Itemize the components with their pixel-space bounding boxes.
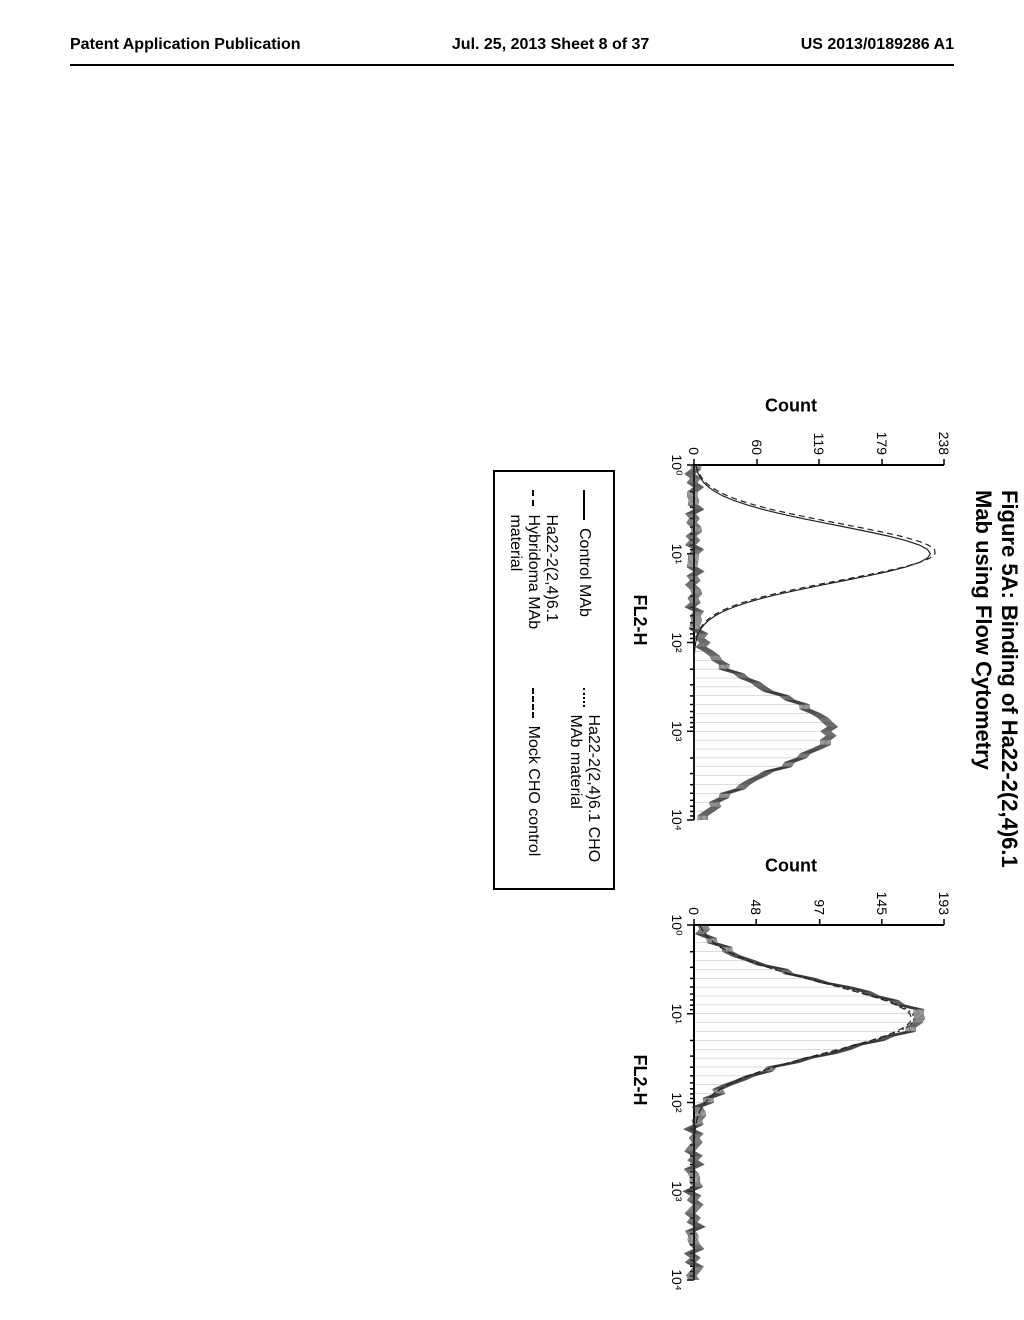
- svg-text:10⁰: 10⁰: [669, 914, 685, 936]
- legend-swatch-dashed-long: [532, 688, 534, 718]
- legend-item: Ha22-2(2,4)6.1 Hybridoma MAb material: [506, 490, 560, 672]
- svg-text:0: 0: [686, 447, 702, 455]
- figure-title: Figure 5A: Binding of Ha22-2(2,4)6.1 Mab…: [970, 490, 1022, 910]
- svg-text:10²: 10²: [669, 1092, 685, 1113]
- left-ylabel: Count: [766, 395, 818, 416]
- right-chart-svg: 0489714519310⁰10¹10²10³10⁴: [654, 870, 954, 1290]
- legend-swatch-dashed: [532, 490, 534, 506]
- left-xlabel: FL2-H: [629, 410, 650, 830]
- legend-item: Control MAb: [566, 490, 602, 672]
- svg-text:10²: 10²: [669, 632, 685, 653]
- left-chart: Count 06011917923810⁰10¹10²10³10⁴ FL2-H: [629, 410, 954, 830]
- svg-text:145: 145: [874, 892, 890, 916]
- left-chart-svg: 0 60 119 179 238 10⁰ 10¹ 10² 10³ 10⁴: [654, 410, 954, 830]
- header-right: US 2013/0189286 A1: [801, 36, 954, 54]
- legend-label: Control MAb: [575, 528, 593, 617]
- svg-text:10⁴: 10⁴: [669, 1269, 685, 1290]
- svg-text:179: 179: [874, 432, 890, 456]
- svg-text:60: 60: [749, 439, 765, 455]
- legend-item: Mock CHO control: [506, 688, 560, 870]
- svg-text:0: 0: [686, 907, 702, 915]
- svg-text:193: 193: [936, 892, 952, 916]
- svg-text:238: 238: [936, 432, 952, 456]
- svg-text:10³: 10³: [669, 721, 685, 742]
- legend-label: Mock CHO control: [524, 726, 542, 857]
- legend-label: Ha22-2(2,4)6.1 Hybridoma MAb material: [506, 514, 560, 672]
- legend-item: Ha22-2(2,4)6.1 CHO MAb material: [566, 688, 602, 870]
- legend-box: Control MAb Ha22-2(2,4)6.1 CHO MAb mater…: [493, 470, 615, 890]
- header-left: Patent Application Publication: [70, 36, 301, 54]
- page-header: Patent Application Publication Jul. 25, …: [0, 36, 1024, 54]
- svg-text:10⁰: 10⁰: [669, 454, 685, 476]
- svg-text:10¹: 10¹: [669, 544, 685, 565]
- right-xlabel: FL2-H: [629, 870, 650, 1290]
- svg-text:48: 48: [748, 899, 764, 915]
- right-chart: Count 0489714519310⁰10¹10²10³10⁴ FL2-H: [629, 870, 954, 1290]
- header-rule: [70, 64, 954, 66]
- legend-label: Ha22-2(2,4)6.1 CHO MAb material: [566, 715, 602, 870]
- legend-swatch-solid: [583, 490, 585, 520]
- svg-text:10⁴: 10⁴: [669, 809, 685, 830]
- right-ylabel: Count: [766, 855, 818, 876]
- charts-row: Count 06011917923810⁰10¹10²10³10⁴ FL2-H …: [629, 410, 954, 910]
- svg-text:119: 119: [811, 433, 827, 456]
- figure-container: Figure 5A: Binding of Ha22-2(2,4)6.1 Mab…: [2, 410, 1022, 910]
- svg-text:10¹: 10¹: [669, 1004, 685, 1025]
- header-center: Jul. 25, 2013 Sheet 8 of 37: [452, 36, 649, 54]
- svg-text:97: 97: [812, 899, 828, 915]
- legend-swatch-dotted: [583, 688, 585, 707]
